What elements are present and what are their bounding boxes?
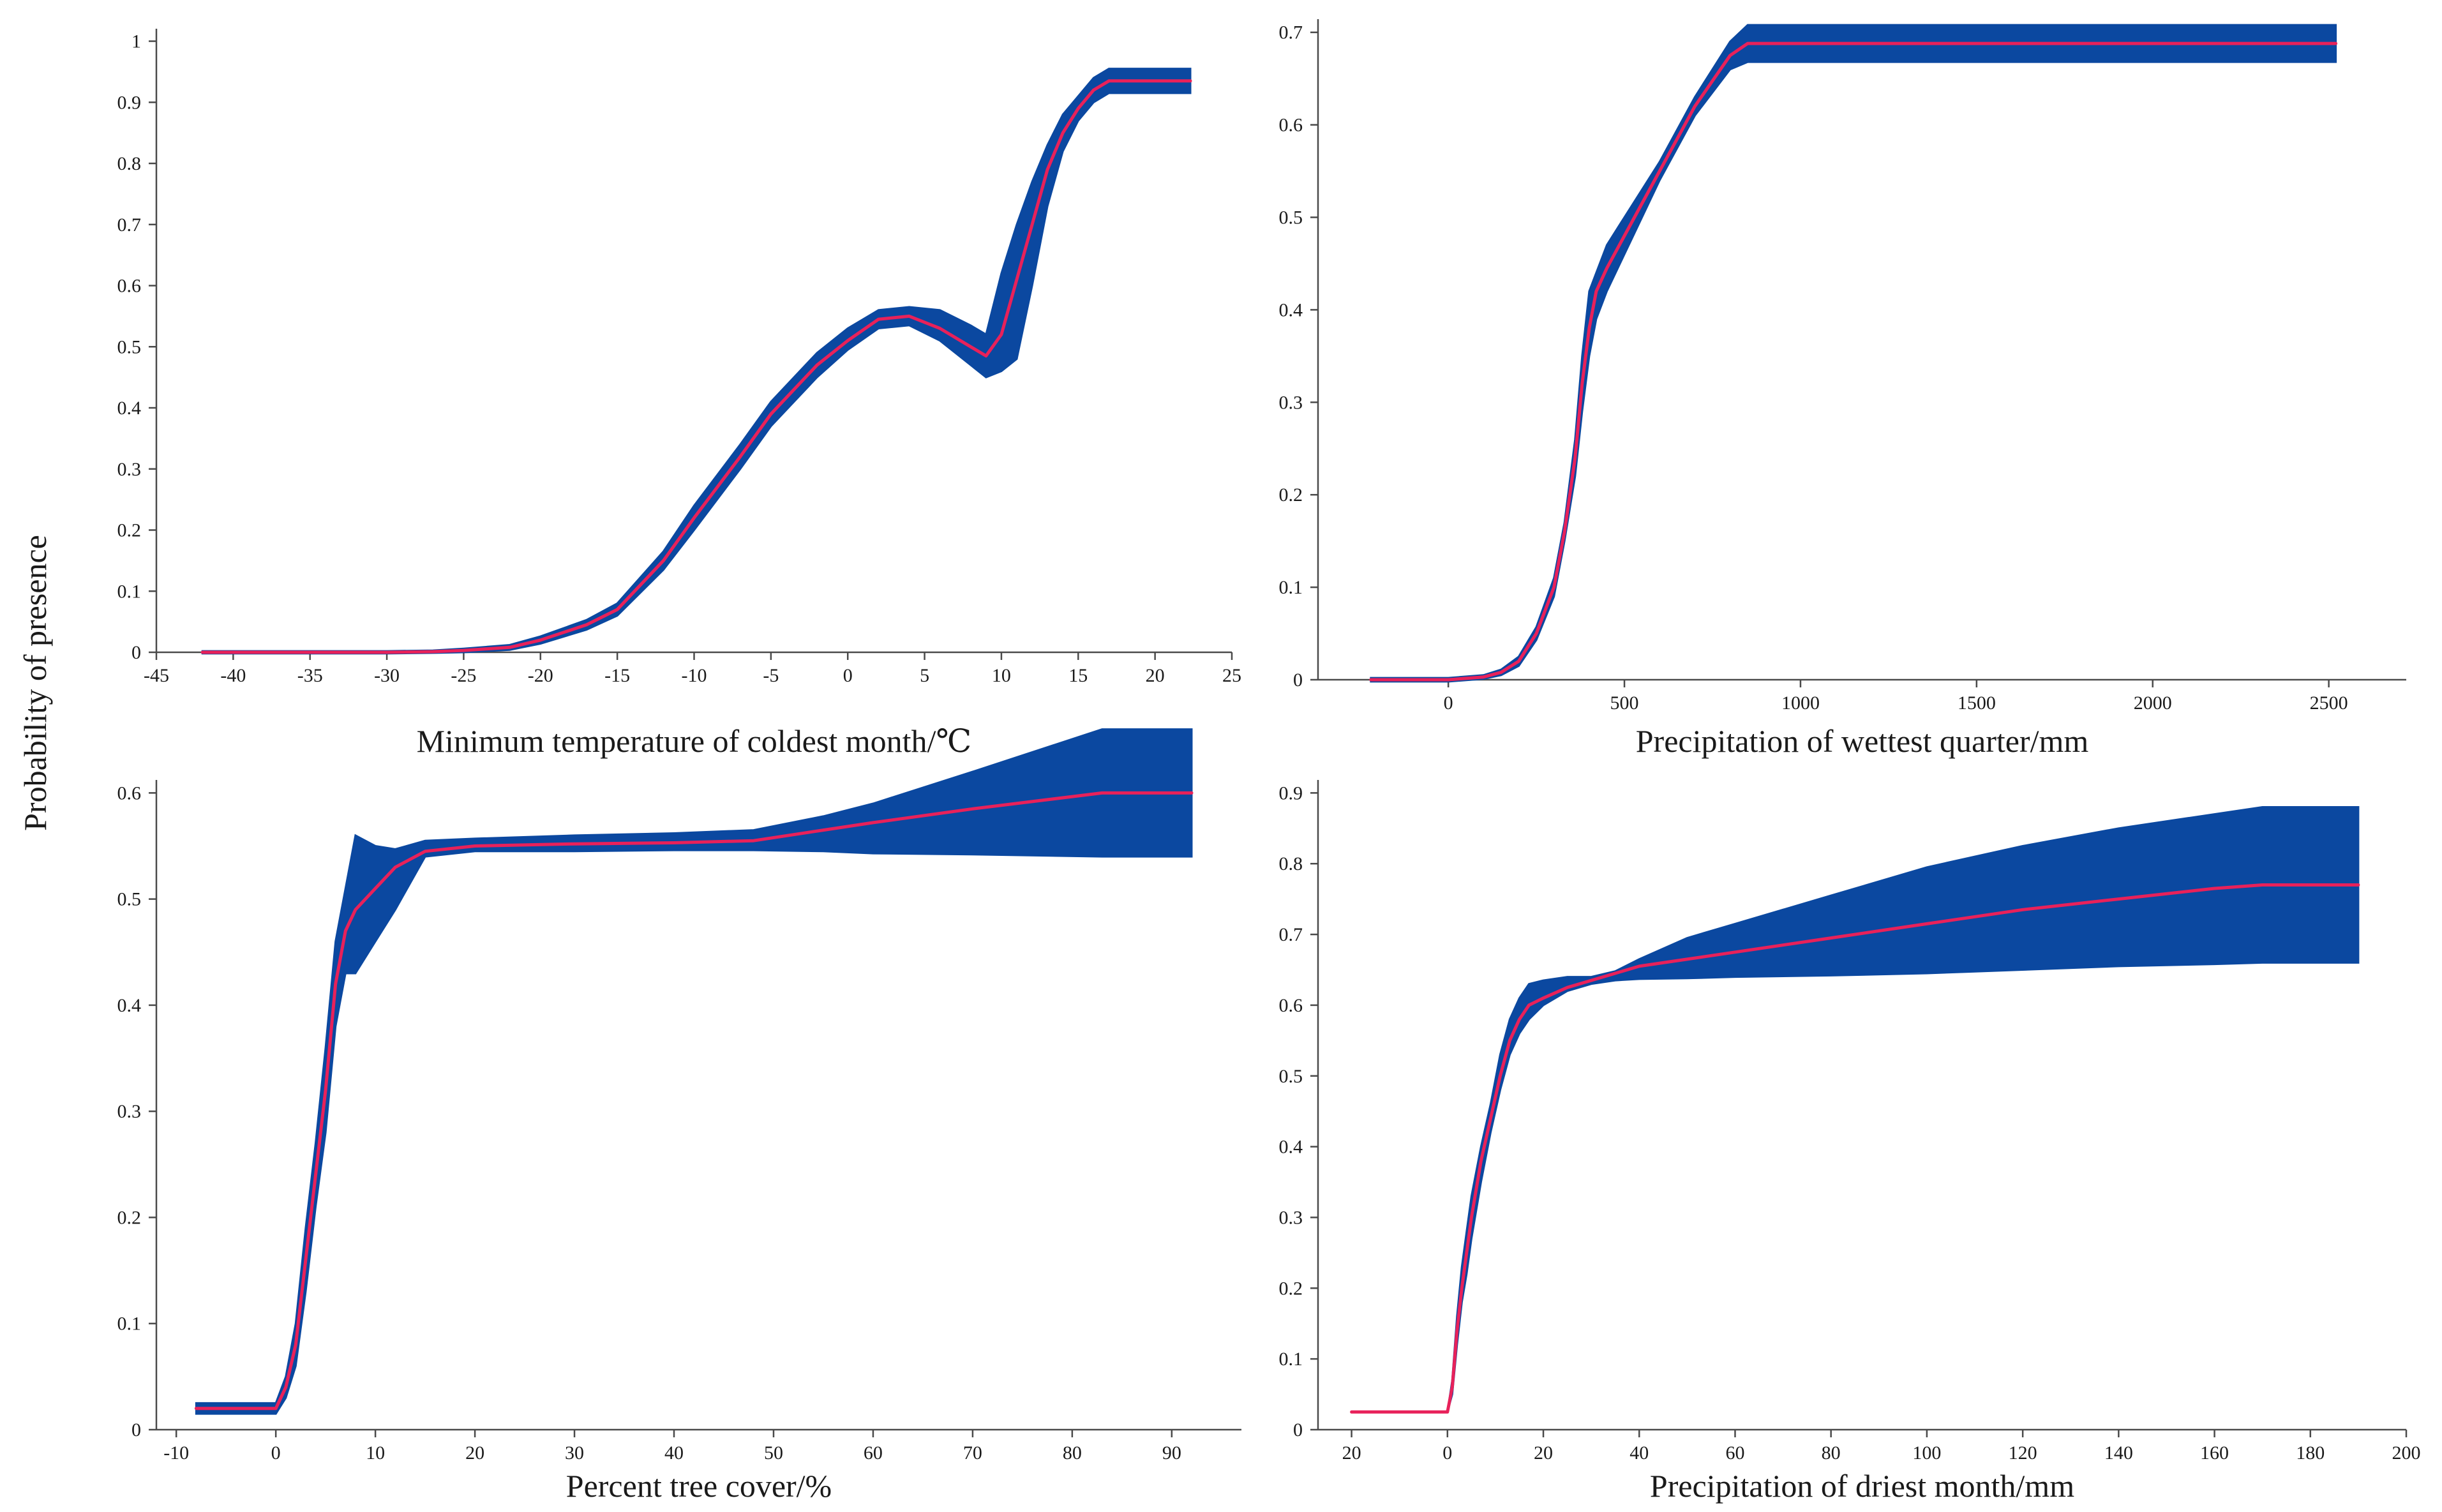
y-tick-label: 0 xyxy=(1293,670,1303,691)
x-tick-label: 0 xyxy=(1442,1442,1452,1463)
x-tick-label: 2000 xyxy=(2134,692,2172,714)
x-axis-title: Precipitation of wettest quarter/mm xyxy=(1636,723,2089,759)
y-tick-label: 0.1 xyxy=(117,1314,142,1335)
x-tick-label: 20 xyxy=(1342,1442,1361,1463)
shared-y-axis-title: Probability of presence xyxy=(17,535,53,831)
y-tick-label: 0.4 xyxy=(1279,299,1303,320)
x-tick-label: -20 xyxy=(528,665,553,686)
y-tick-label: 0.6 xyxy=(117,782,142,804)
y-tick-label: 1 xyxy=(131,31,141,52)
y-tick-label: 0.6 xyxy=(1279,995,1303,1016)
y-tick-label: 0.3 xyxy=(117,1101,142,1122)
y-tick-label: 0.6 xyxy=(117,276,142,297)
x-tick-label: 80 xyxy=(1822,1442,1841,1463)
x-tick-label: 30 xyxy=(565,1442,584,1463)
y-tick-label: 0.9 xyxy=(1279,782,1303,804)
y-tick-label: 0.8 xyxy=(1279,853,1303,874)
y-tick-label: 0.7 xyxy=(1279,924,1303,945)
x-tick-label: 70 xyxy=(963,1442,982,1463)
x-tick-label: 60 xyxy=(1725,1442,1744,1463)
y-tick-label: 0.5 xyxy=(117,889,142,910)
y-tick-label: 0 xyxy=(1293,1419,1303,1441)
x-tick-label: 140 xyxy=(2104,1442,2133,1463)
x-tick-label: 0 xyxy=(843,665,853,686)
panel-min-temp-coldest-month: -45 -40 -35 -30 -25 -20 -15 -10 -5 0 5 10 15 20 25 0 0.1… xyxy=(117,29,1241,759)
y-tick-label: 0.3 xyxy=(117,459,142,480)
x-tick-label: 1000 xyxy=(1781,692,1820,714)
y-tick-label: 0.7 xyxy=(117,214,142,236)
x-tick-label: 15 xyxy=(1068,665,1088,686)
x-tick-label: 160 xyxy=(2200,1442,2229,1463)
x-tick-label: 0 xyxy=(1444,692,1453,714)
confidence-band xyxy=(201,68,1192,655)
mean-response-line xyxy=(1369,41,2338,682)
y-tick-label: 0 xyxy=(131,1419,141,1441)
x-tick-label: 0 xyxy=(271,1442,281,1463)
x-tick-label: 10 xyxy=(992,665,1011,686)
x-tick-label: 10 xyxy=(366,1442,385,1463)
x-tick-label: -45 xyxy=(144,665,169,686)
y-tick-label: 0.2 xyxy=(1279,1278,1303,1299)
y-tick-label: 0.1 xyxy=(1279,577,1303,598)
x-tick-label: 50 xyxy=(764,1442,783,1463)
confidence-band xyxy=(1351,806,2360,1413)
x-tick-label: 5 xyxy=(920,665,929,686)
x-tick-label: -40 xyxy=(220,665,246,686)
y-tick-label: 0.2 xyxy=(117,520,142,541)
x-tick-label: 20 xyxy=(465,1442,484,1463)
y-tick-label: 0 xyxy=(131,642,141,663)
x-tick-label: 80 xyxy=(1063,1442,1082,1463)
y-tick-label: 0.8 xyxy=(117,153,142,174)
confidence-band xyxy=(195,728,1193,1415)
mean-response-line xyxy=(194,791,1194,1411)
y-tick-label: 0.1 xyxy=(117,581,142,602)
panel-precip-driest-month: 20 0 20 40 60 80 100 120 140 160 180 20000.10.20.30… xyxy=(1279,780,2421,1504)
mean-response-line xyxy=(200,79,1192,654)
panel-precip-wettest-quarter: 0 500 1000 1500 2000 2500 0 0.1 0.2 0.3 0.4 0.5 0.6 0… xyxy=(1279,19,2406,759)
y-tick-label: 0.5 xyxy=(117,336,142,357)
y-tick-label: 0.2 xyxy=(117,1207,142,1228)
x-tick-label: -10 xyxy=(682,665,707,686)
x-axis-title: Percent tree cover/% xyxy=(566,1468,832,1504)
x-tick-label: 200 xyxy=(2392,1442,2421,1463)
x-tick-label: 1500 xyxy=(1958,692,1996,714)
x-tick-label: 90 xyxy=(1162,1442,1181,1463)
y-tick-label: 0.7 xyxy=(1279,22,1303,43)
x-tick-label: -35 xyxy=(297,665,323,686)
x-tick-label: 60 xyxy=(864,1442,883,1463)
x-tick-label: 25 xyxy=(1222,665,1241,686)
y-tick-label: 0.3 xyxy=(1279,1207,1303,1228)
y-tick-label: 0.5 xyxy=(1279,1066,1303,1087)
x-tick-label: 20 xyxy=(1534,1442,1553,1463)
x-tick-label: -15 xyxy=(604,665,630,686)
y-tick-label: 0.3 xyxy=(1279,392,1303,413)
x-tick-label: 180 xyxy=(2296,1442,2325,1463)
x-tick-label: -25 xyxy=(451,665,476,686)
mean-response-line xyxy=(1350,883,2360,1414)
x-tick-label: 100 xyxy=(1912,1442,1941,1463)
x-tick-label: 120 xyxy=(2009,1442,2037,1463)
x-tick-label: -30 xyxy=(374,665,400,686)
x-tick-label: 2500 xyxy=(2310,692,2348,714)
y-tick-label: 0.4 xyxy=(117,398,142,419)
y-tick-label: 0.5 xyxy=(1279,207,1303,228)
x-tick-label: -10 xyxy=(163,1442,189,1463)
x-axis-title: Precipitation of driest month/mm xyxy=(1650,1468,2074,1504)
x-axis-title: Minimum temperature of coldest month/℃ xyxy=(417,723,972,759)
y-tick-label: 0.4 xyxy=(1279,1137,1303,1158)
y-tick-label: 0.1 xyxy=(1279,1349,1303,1370)
y-tick-label: 0.6 xyxy=(1279,115,1303,136)
x-tick-label: 500 xyxy=(1610,692,1639,714)
confidence-band xyxy=(1370,24,2337,683)
x-tick-label: 40 xyxy=(1629,1442,1649,1463)
x-tick-label: -5 xyxy=(763,665,779,686)
x-tick-label: 20 xyxy=(1146,665,1165,686)
y-tick-label: 0.2 xyxy=(1279,484,1303,505)
panel-percent-tree-cover: -10 0 10 20 30 40 50 60 70 80 90 0 0.1 0.2 0.3 0.4 0.5 0.… xyxy=(117,728,1241,1504)
x-tick-label: 40 xyxy=(664,1442,684,1463)
y-tick-label: 0.9 xyxy=(117,92,142,113)
y-tick-label: 0.4 xyxy=(117,995,142,1016)
